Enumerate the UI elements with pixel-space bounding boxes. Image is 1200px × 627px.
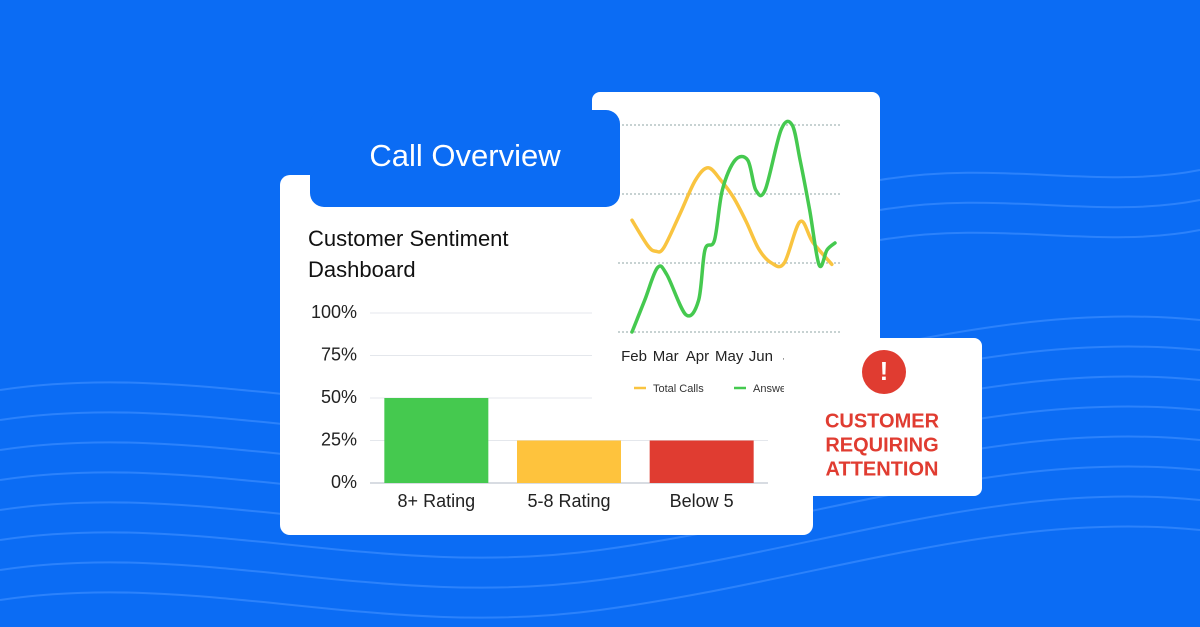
x-tick-label: Apr <box>686 348 709 365</box>
badge-bg <box>310 110 620 207</box>
legend-label: Total Calls <box>653 383 704 395</box>
alert-icon-text: ! <box>880 356 889 386</box>
alert-text: CUSTOMER <box>825 410 940 432</box>
x-tick-label: May <box>715 348 744 365</box>
y-tick-label: 0% <box>331 472 357 492</box>
y-tick-label: 75% <box>321 344 357 364</box>
chart-title: Customer Sentiment <box>308 226 509 251</box>
bar <box>384 398 489 483</box>
bar <box>517 440 621 483</box>
x-tick-label: 5-8 Rating <box>527 491 610 511</box>
x-tick-label: Mar <box>653 348 679 365</box>
x-tick-label: Feb <box>621 348 647 365</box>
card <box>784 338 982 496</box>
x-tick-label: Jun <box>749 348 773 365</box>
badge: Call Overview <box>310 110 620 207</box>
x-tick-label: 8+ Rating <box>398 491 476 511</box>
badge-title: Call Overview <box>369 138 561 173</box>
alert-text: ATTENTION <box>826 458 939 480</box>
alert-icon <box>862 350 906 394</box>
bar <box>649 440 754 483</box>
y-tick-label: 25% <box>321 429 357 449</box>
y-tick-label: 50% <box>321 387 357 407</box>
y-tick-label: 100% <box>311 302 357 322</box>
line <box>630 119 837 334</box>
x-tick-label: Below 5 <box>670 491 734 511</box>
chart-title: Dashboard <box>308 257 416 282</box>
alert-text: REQUIRING <box>825 434 938 456</box>
alert-card: ! CUSTOMER REQUIRING ATTENTION <box>784 338 982 496</box>
line <box>630 166 834 269</box>
